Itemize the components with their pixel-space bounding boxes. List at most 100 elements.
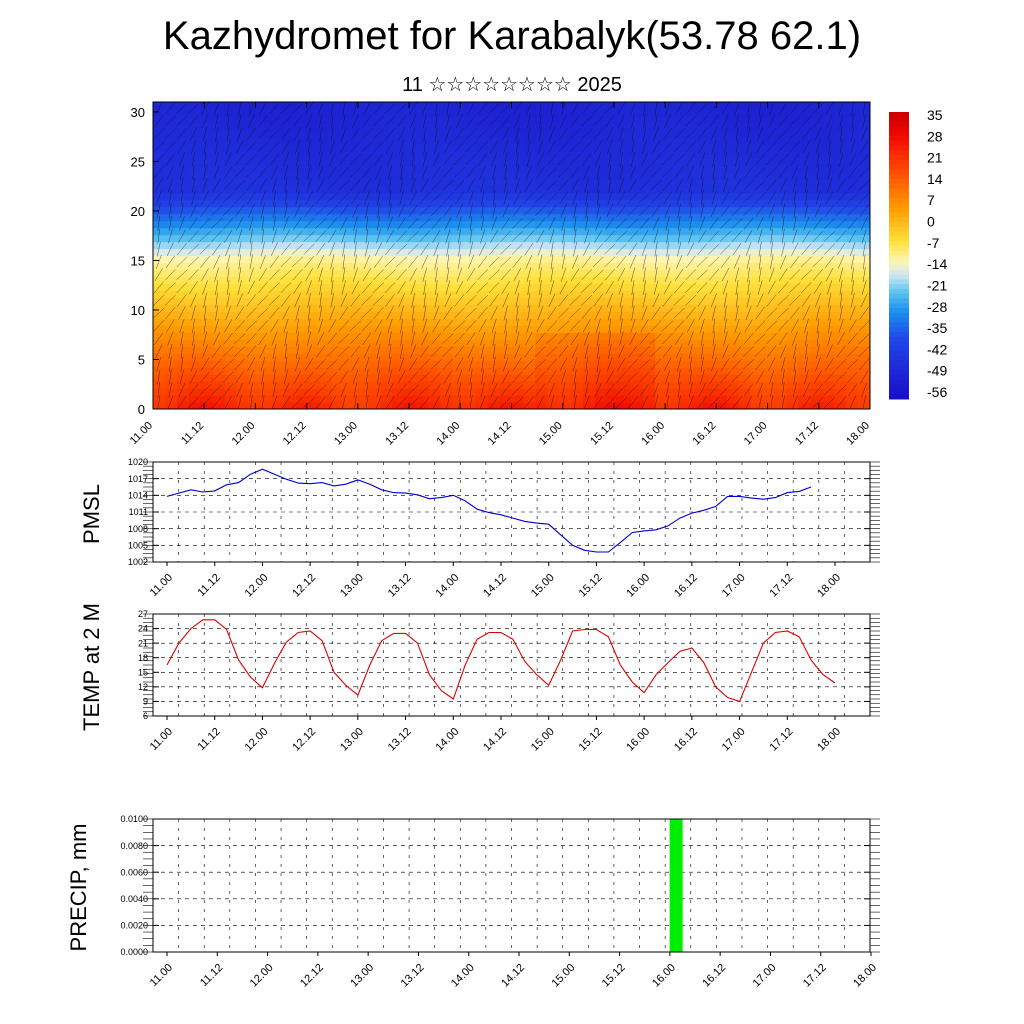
heatmap-cell	[200, 318, 214, 326]
heatmap-cell	[714, 304, 728, 312]
heatmap-cell	[368, 262, 381, 271]
heatmap-cell	[284, 227, 297, 236]
heatmap-cell	[200, 220, 214, 229]
wind-barb	[526, 318, 532, 334]
wind-barb	[792, 229, 798, 244]
heatmap-cell	[774, 367, 787, 375]
wind-barb	[650, 179, 662, 191]
heatmap-cell	[475, 185, 489, 194]
wind-barb	[423, 126, 426, 142]
wind-barb	[547, 140, 556, 154]
colorbar-swatch	[889, 241, 909, 247]
heatmap-cell	[571, 311, 584, 319]
heatmap-cell	[678, 164, 692, 173]
wind-barb	[650, 166, 662, 178]
heatmap-cell	[368, 248, 381, 257]
heatmap-cell	[200, 157, 214, 166]
heatmap-cell	[571, 178, 584, 187]
heatmap-cell	[642, 206, 656, 215]
heatmap-cell	[284, 374, 297, 382]
heatmap-cell	[702, 108, 716, 117]
heatmap-ytick-label: 20	[131, 204, 145, 219]
heatmap-cell	[798, 248, 811, 257]
wind-barb	[650, 320, 662, 332]
heatmap-cell	[810, 311, 823, 319]
heatmap-cell	[392, 269, 405, 278]
pmsl-xtick-label: 15.12	[577, 572, 605, 600]
wind-barb	[801, 293, 811, 307]
wind-barb	[662, 141, 673, 153]
heatmap-cell	[356, 388, 369, 396]
heatmap-cell	[344, 178, 357, 187]
heatmap-cell	[236, 102, 250, 110]
heatmap-cell	[690, 220, 704, 229]
heatmap-cell	[726, 311, 740, 319]
wind-barb	[201, 114, 209, 129]
wind-barb	[189, 127, 198, 141]
heatmap-cell	[535, 178, 548, 187]
colorbar-label: -35	[927, 320, 947, 336]
heatmap-cell	[248, 241, 262, 250]
heatmap-cell	[356, 339, 369, 347]
heatmap-cell	[296, 374, 309, 382]
wind-barb	[435, 113, 438, 129]
heatmap-cell	[571, 157, 584, 166]
heatmap-cell	[750, 276, 764, 285]
heatmap-cell	[583, 255, 596, 264]
heatmap-cell	[738, 269, 752, 278]
wind-barb	[469, 395, 473, 409]
wind-barb	[338, 192, 350, 204]
heatmap-cell	[392, 395, 405, 403]
wind-barb	[168, 229, 173, 244]
wind-barb	[685, 141, 696, 153]
wind-barb	[203, 318, 207, 334]
wind-barb	[191, 344, 196, 359]
heatmap-cell	[153, 136, 166, 145]
wind-barb	[835, 218, 847, 229]
wind-barb	[768, 357, 776, 371]
wind-barb	[781, 356, 786, 372]
wind-barb	[271, 395, 278, 409]
heatmap-cell	[810, 150, 823, 159]
heatmap-cell	[642, 367, 656, 375]
heatmap-cell	[786, 304, 799, 312]
wind-barb	[828, 305, 831, 321]
heatmap-cell	[666, 213, 680, 222]
wind-barb	[396, 383, 407, 396]
heatmap-cell	[690, 108, 704, 117]
heatmap-cell	[284, 192, 297, 201]
heatmap-cell	[248, 269, 262, 278]
pmsl-xtick-label: 14.00	[433, 572, 461, 600]
heatmap-cell	[188, 234, 202, 243]
wind-barb	[569, 320, 581, 332]
heatmap-cell	[451, 388, 465, 396]
heatmap-cell	[750, 339, 764, 347]
heatmap-cell	[176, 192, 190, 201]
heatmap-cell	[834, 108, 847, 117]
heatmap-cell	[296, 304, 309, 312]
heatmap-cell	[619, 248, 632, 257]
heatmap-cell	[547, 206, 560, 215]
heatmap-cell	[212, 325, 226, 333]
wind-barb	[190, 293, 197, 308]
heatmap-cell	[523, 339, 536, 347]
heatmap-cell	[654, 234, 668, 243]
colorbar-swatch	[889, 308, 909, 314]
heatmap-cell	[571, 339, 584, 347]
wind-barb	[770, 382, 774, 398]
wind-barb	[581, 294, 593, 306]
heatmap-cell	[332, 290, 345, 298]
heatmap-cell	[392, 108, 405, 117]
wind-barb	[361, 154, 373, 166]
heatmap-cell	[296, 164, 309, 173]
heatmap-cell	[296, 213, 309, 222]
heatmap-cell	[499, 234, 513, 243]
wind-barb	[766, 166, 778, 178]
wind-barb	[662, 294, 673, 307]
colorbar-swatch	[889, 274, 909, 280]
heatmap-cell	[678, 269, 692, 278]
heatmap-cell	[583, 339, 596, 347]
heatmap-cell	[380, 311, 393, 319]
heatmap-cell	[487, 381, 501, 389]
heatmap-cell	[308, 185, 321, 194]
